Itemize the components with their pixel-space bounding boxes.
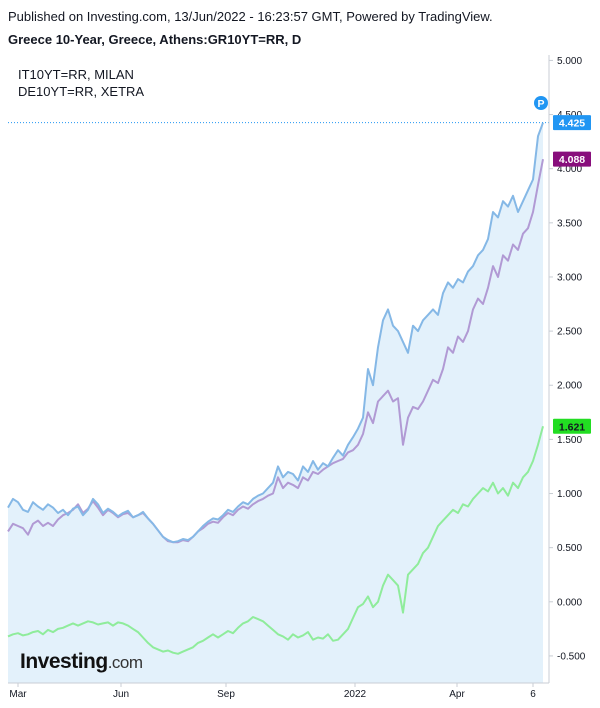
y-tick-label: 3.000 [557, 272, 582, 283]
x-tick-label: 6 [530, 689, 536, 700]
x-tick-label: Apr [449, 689, 465, 700]
x-axis[interactable]: Mar Jun Sep 2022 Apr 6 [8, 682, 549, 700]
last-value-badge [553, 115, 591, 131]
last-value-label: 4.425 [559, 118, 585, 130]
y-tick-label: -0.500 [557, 651, 586, 662]
y-tick-label: 2.500 [557, 327, 582, 338]
p-marker-icon[interactable]: P [534, 96, 548, 110]
y-tick-label: 0.000 [557, 597, 582, 608]
y-tick-label: 4.000 [557, 164, 582, 175]
y-axis[interactable]: 5.0004.5004.0003.5003.0002.5002.0001.500… [548, 55, 586, 683]
chart-title: Greece 10-Year, Greece, Athens:GR10YT=RR… [8, 32, 302, 47]
series-line-1[interactable] [7, 159, 544, 544]
legend-item-de10yt[interactable]: DE10YT=RR, XETRA [18, 84, 145, 99]
series-line-2[interactable] [7, 426, 544, 655]
last-value-badge [553, 418, 591, 434]
legend-item-it10yt[interactable]: IT10YT=RR, MILAN [18, 67, 134, 82]
y-tick-label: 3.500 [557, 218, 582, 229]
investing-logo: Investing.com [20, 650, 143, 673]
y-tick-label: 2.000 [557, 381, 582, 392]
series-area-0 [8, 122, 543, 683]
last-value-label: 1.621 [559, 421, 585, 433]
y-tick-label: 1.500 [557, 435, 582, 446]
last-value-badge [553, 151, 591, 167]
plot-area[interactable] [7, 122, 549, 683]
x-tick-label: Jun [113, 689, 129, 700]
y-tick-label: 1.000 [557, 489, 582, 500]
series-line-0[interactable] [7, 122, 544, 544]
legend: IT10YT=RR, MILAN DE10YT=RR, XETRA [18, 66, 144, 100]
p-marker-circle[interactable] [534, 96, 548, 110]
y-tick-label: 5.000 [557, 56, 582, 67]
p-marker-label[interactable]: P [537, 98, 544, 110]
x-tick-label: 2022 [344, 689, 367, 700]
x-tick-label: Mar [9, 689, 27, 700]
last-value-label: 4.088 [559, 154, 585, 166]
last-value-badges: 4.425 4.088 1.621 P [534, 96, 591, 434]
y-tick-label: 0.500 [557, 543, 582, 554]
x-tick-label: Sep [217, 689, 235, 700]
published-note: Published on Investing.com, 13/Jun/2022 … [8, 9, 493, 24]
